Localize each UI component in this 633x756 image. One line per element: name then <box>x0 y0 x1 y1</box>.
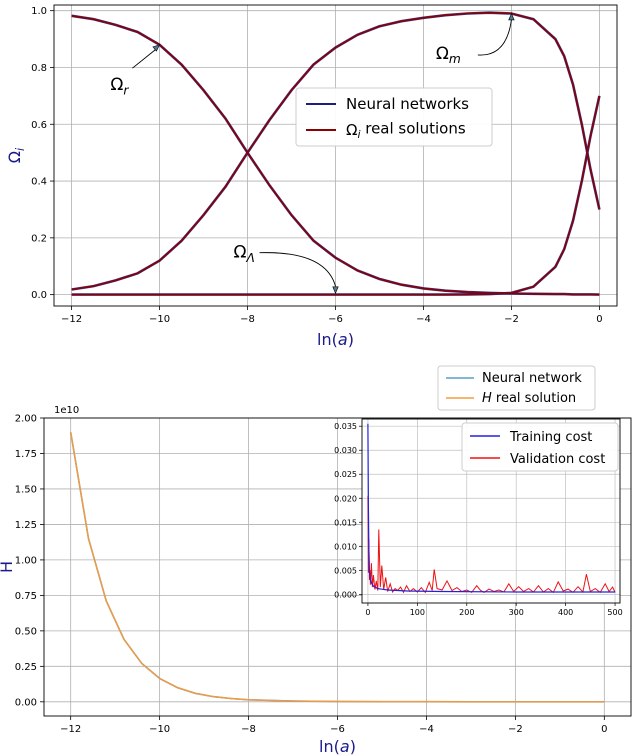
y-tick-label: 0.010 <box>334 542 357 551</box>
legend-box <box>437 365 596 411</box>
y-tick-label: 0.4 <box>31 177 47 188</box>
y-axis-label: Ωi <box>5 147 27 163</box>
y-tick-label: 0.75 <box>15 591 37 602</box>
annotation-arrow <box>259 252 336 287</box>
x-tick-label: −2 <box>504 314 519 325</box>
x-tick-label: 100 <box>410 608 425 617</box>
x-tick-label: 400 <box>558 608 573 617</box>
plot-frame <box>43 417 632 717</box>
series-line-real <box>71 15 600 296</box>
x-tick-label: −12 <box>60 724 81 735</box>
y-tick-label: 0.005 <box>334 566 357 575</box>
plot-frame <box>53 4 618 307</box>
annotation-arrow <box>477 19 512 56</box>
y-tick-label: 1.00 <box>15 555 37 566</box>
legend-label-real: Ωi real solutions <box>346 120 466 142</box>
chart-cost-inset: 0 100 200 300 400 500 0.000 0.005 0.010 0.015 0.02… <box>334 418 623 617</box>
y-tick-label: 0.50 <box>15 626 37 637</box>
annotation-arrowhead <box>152 44 161 52</box>
annotation-label: Ωr <box>110 75 129 97</box>
x-tick-label: 0 <box>601 724 607 735</box>
x-tick-label: −6 <box>330 724 345 735</box>
y-tick-label: 1.0 <box>31 6 47 17</box>
y-tick-label: 0.035 <box>334 422 357 431</box>
y-offset-text: 1e10 <box>54 405 79 416</box>
legend-label-nn: Neural network <box>482 371 582 386</box>
series-line-real <box>70 432 605 703</box>
series-line-training <box>367 423 616 593</box>
y-axis-label: H <box>0 561 16 573</box>
inset-frame <box>361 418 621 604</box>
chart-omega-panel: −12 −10 −8 −6 −4 −2 0 0.0 0.2 0.4 0.6 0.8 1.0 Ωr Ωm ΩΛ N… <box>5 4 618 349</box>
series-line-real <box>71 11 601 291</box>
y-tick-label: 0.000 <box>334 590 357 599</box>
legend-label-training: Training cost <box>509 430 592 445</box>
series-line-real <box>71 95 601 296</box>
series-line-validation <box>367 495 616 594</box>
x-tick-label: −12 <box>61 314 82 325</box>
annotation-arrowhead <box>332 286 339 294</box>
x-tick-label: 200 <box>459 608 474 617</box>
y-tick-label: 0.2 <box>31 233 47 244</box>
y-tick-label: 1.75 <box>15 449 37 460</box>
y-tick-label: 0.6 <box>31 120 47 131</box>
legend-label-validation: Validation cost <box>510 452 605 467</box>
y-tick-label: 0.030 <box>334 446 357 455</box>
y-tick-label: 0.020 <box>334 494 357 503</box>
x-tick-label: −2 <box>508 724 523 735</box>
x-tick-label: −10 <box>149 314 170 325</box>
legend-label-nn: Neural networks <box>346 95 469 113</box>
x-tick-label: −8 <box>240 314 255 325</box>
annotation-arrow <box>132 48 157 69</box>
chart-hubble-panel: −12 −10 −8 −6 −4 −2 0 0.00 0.25 0.50 0.75 1.00 1.25 1… <box>0 365 632 756</box>
legend-box <box>295 87 493 147</box>
legend-box <box>461 422 619 472</box>
y-tick-label: 0.015 <box>334 518 357 527</box>
y-tick-label: 1.50 <box>15 484 37 495</box>
x-tick-label: 500 <box>607 608 622 617</box>
legend-label-real: H real solution <box>482 391 576 406</box>
x-tick-label: 0 <box>596 314 602 325</box>
annotation-label: ΩΛ <box>234 243 255 265</box>
x-tick-label: −8 <box>241 724 256 735</box>
y-tick-label: 1.25 <box>15 520 37 531</box>
y-tick-label: 0.25 <box>15 662 37 673</box>
x-tick-label: 300 <box>509 608 524 617</box>
x-tick-label: −4 <box>416 314 431 325</box>
x-tick-label: −4 <box>419 724 434 735</box>
x-tick-label: −6 <box>328 314 343 325</box>
y-tick-label: 2.00 <box>15 414 37 425</box>
y-tick-label: 0.025 <box>334 470 357 479</box>
x-tick-label: 0 <box>365 608 370 617</box>
annotation-label: Ωm <box>436 44 461 66</box>
y-tick-label: 0.0 <box>31 290 47 301</box>
x-tick-label: −10 <box>149 724 170 735</box>
y-tick-label: 0.00 <box>15 697 37 708</box>
annotation-arrowhead <box>508 12 515 21</box>
x-axis-label: ln(a) <box>317 330 354 349</box>
y-tick-label: 0.8 <box>31 63 47 74</box>
x-axis-label: ln(a) <box>319 737 356 756</box>
